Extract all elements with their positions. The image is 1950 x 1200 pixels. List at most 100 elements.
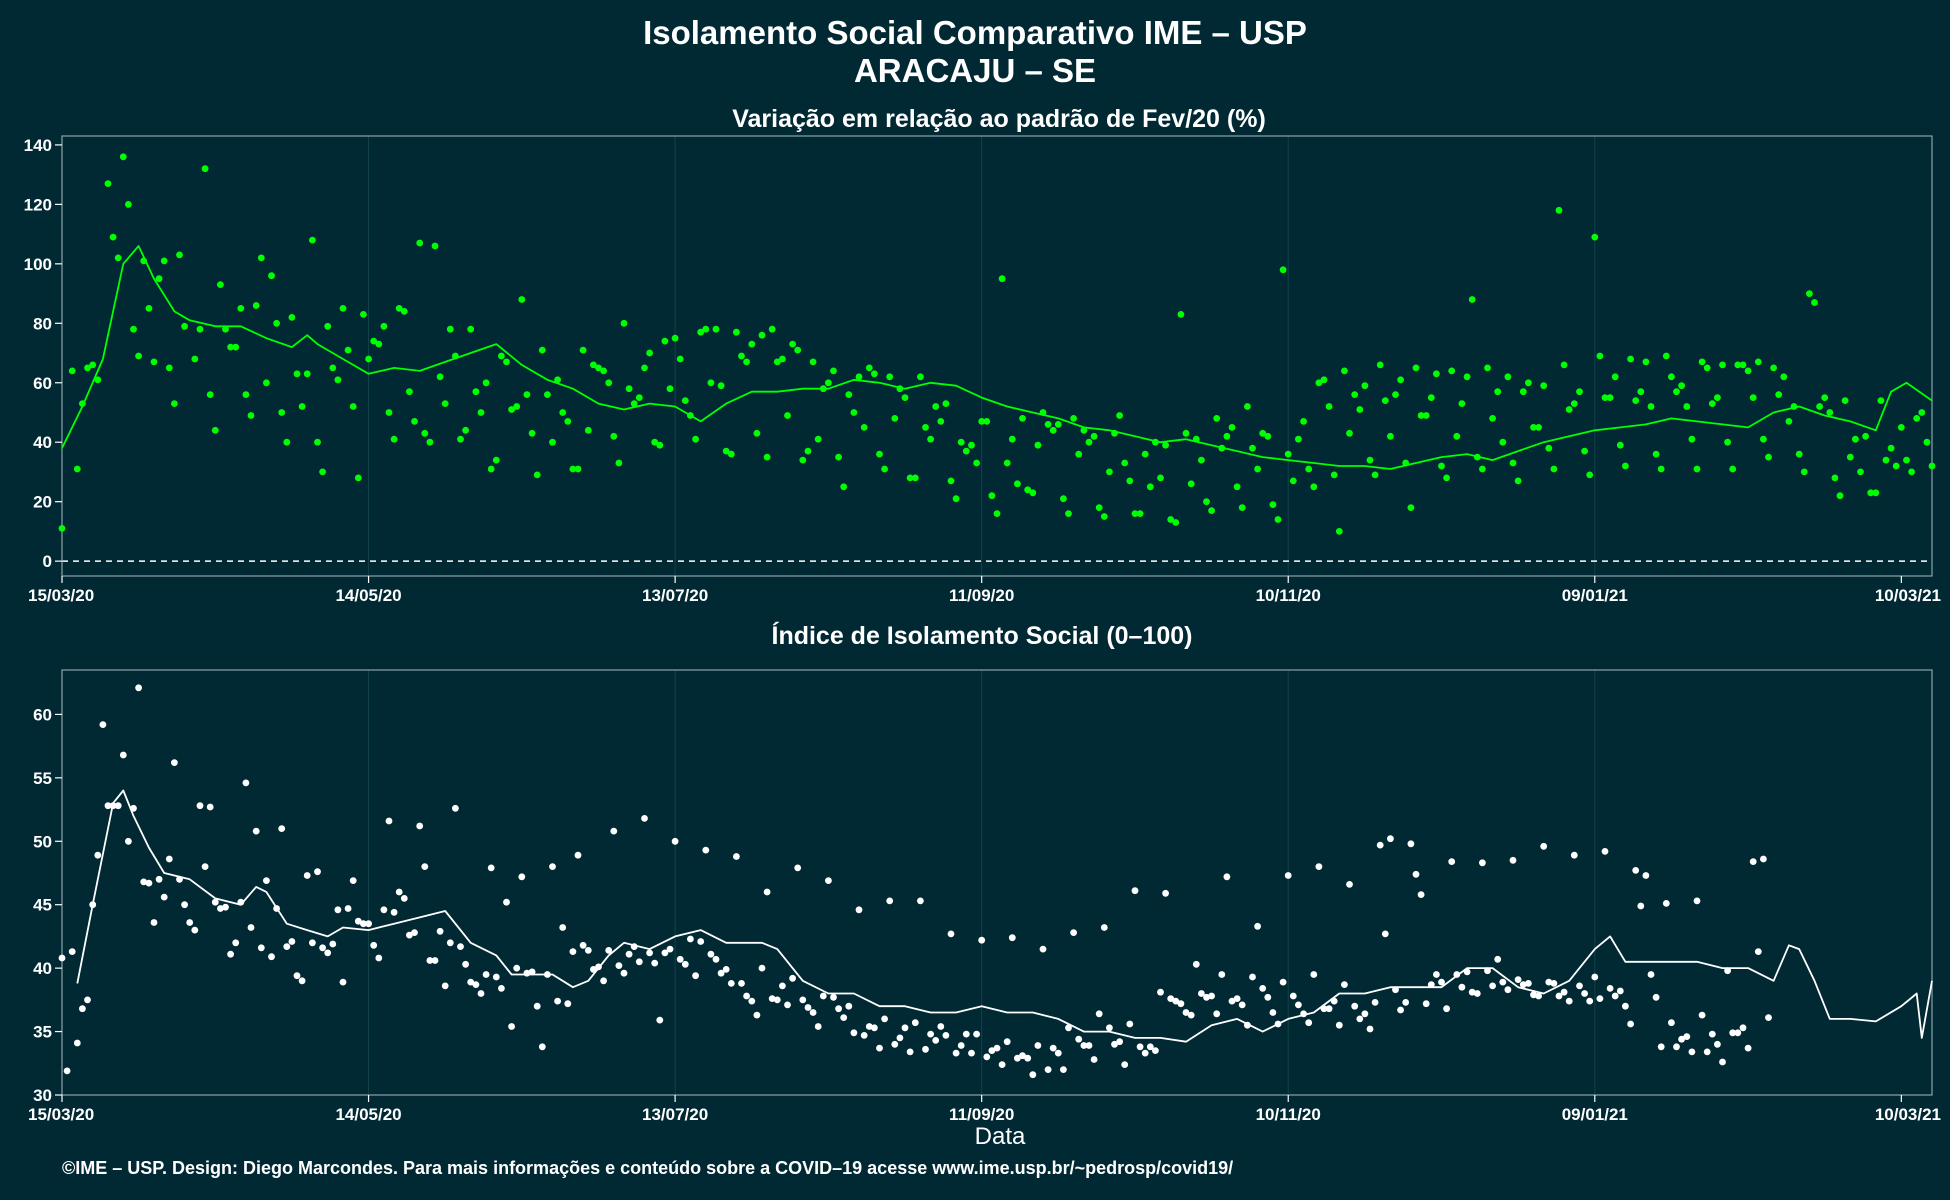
index-data-point xyxy=(1647,971,1655,978)
variation-data-point xyxy=(1433,370,1440,378)
variation-data-point xyxy=(165,364,173,372)
variation-data-point xyxy=(1867,489,1875,497)
variation-data-point xyxy=(472,388,480,396)
variation-data-point xyxy=(1514,477,1522,485)
index-data-point xyxy=(825,877,832,884)
index-data-point xyxy=(860,1032,868,1039)
index-data-point xyxy=(89,901,97,909)
index-data-point xyxy=(1218,971,1226,978)
variation-data-point xyxy=(1494,388,1502,396)
variation-data-point xyxy=(441,400,449,407)
variation-data-point xyxy=(1698,358,1706,366)
index-data-point xyxy=(1668,1019,1675,1027)
index-data-point xyxy=(1187,1011,1195,1019)
index-data-point xyxy=(191,926,199,934)
index-data-point xyxy=(809,1009,817,1016)
variation-data-point xyxy=(1054,421,1062,428)
variation-data-point xyxy=(1387,432,1394,440)
y-tick-label: 100 xyxy=(24,255,52,274)
index-data-point xyxy=(1320,1005,1328,1013)
index-data-point xyxy=(1182,1009,1190,1016)
index-data-point xyxy=(896,1034,904,1042)
index-data-point xyxy=(395,888,403,896)
index-data-point xyxy=(1371,999,1379,1006)
variation-data-point xyxy=(140,257,148,265)
variation-data-point xyxy=(1601,394,1609,401)
index-data-point xyxy=(1427,981,1435,988)
variation-data-point xyxy=(947,477,955,485)
index-data-point xyxy=(498,985,505,992)
variation-data-point xyxy=(155,275,163,283)
index-data-point xyxy=(1606,985,1614,992)
index-data-point xyxy=(768,995,776,1002)
index-data-point xyxy=(1448,858,1456,865)
index-data-point xyxy=(579,941,587,949)
index-data-point xyxy=(590,966,597,973)
index-data-point xyxy=(211,898,219,906)
index-data-point xyxy=(462,960,469,968)
variation-data-point xyxy=(968,441,975,449)
index-data-point xyxy=(140,878,148,886)
variation-data-point xyxy=(544,391,551,398)
index-data-point xyxy=(349,877,357,884)
variation-data-point xyxy=(1305,465,1313,473)
variation-data-point xyxy=(1484,364,1491,372)
index-data-point xyxy=(1392,986,1399,994)
index-data-point xyxy=(431,957,439,964)
variation-data-point xyxy=(973,459,980,467)
variation-data-point xyxy=(809,358,817,366)
variation-data-point xyxy=(1800,468,1808,476)
variation-data-point xyxy=(1187,480,1195,488)
index-data-point xyxy=(743,992,750,1000)
variation-data-point xyxy=(1397,376,1404,384)
variation-data-point xyxy=(1688,435,1696,443)
variation-data-point xyxy=(952,495,960,503)
variation-data-point xyxy=(1269,501,1277,508)
variation-data-point xyxy=(1749,394,1757,401)
index-data-point xyxy=(1637,902,1645,910)
index-data-point xyxy=(1346,881,1353,888)
index-data-point xyxy=(988,1047,996,1054)
variation-data-point xyxy=(712,325,720,333)
variation-data-point xyxy=(610,432,618,440)
variation-data-point xyxy=(1872,489,1880,497)
variation-data-point xyxy=(681,397,689,404)
index-data-point xyxy=(1157,988,1164,996)
index-data-point xyxy=(574,851,582,859)
index-data-point xyxy=(1177,1000,1185,1008)
index-data-point xyxy=(600,977,607,985)
index-data-point xyxy=(671,837,679,845)
variation-data-point xyxy=(886,373,894,381)
variation-data-point xyxy=(1673,388,1680,396)
index-data-point xyxy=(1249,973,1256,981)
variation-data-point xyxy=(1775,391,1783,398)
y-tick-label: 60 xyxy=(33,705,52,724)
variation-data-point xyxy=(1499,438,1507,446)
variation-data-point xyxy=(1039,409,1047,416)
footer-credit: ©IME – USP. Design: Diego Marcondes. Par… xyxy=(62,1158,1234,1178)
variation-data-point xyxy=(1550,465,1558,473)
variation-data-point xyxy=(1198,456,1205,464)
index-data-point xyxy=(850,1029,858,1037)
index-data-point xyxy=(1167,995,1175,1002)
index-data-point xyxy=(876,1044,883,1052)
index-data-point xyxy=(917,897,924,905)
index-data-point xyxy=(1489,982,1496,990)
variation-data-point xyxy=(978,418,986,425)
variation-data-point xyxy=(319,468,326,476)
index-data-point xyxy=(630,943,638,950)
index-data-point xyxy=(605,947,613,954)
index-data-point xyxy=(503,898,510,906)
index-data-point xyxy=(1019,1052,1026,1060)
variation-data-point xyxy=(1075,450,1083,458)
index-data-point xyxy=(1310,971,1318,978)
variation-data-point xyxy=(1846,453,1854,461)
index-data-point xyxy=(1504,986,1512,994)
variation-data-point xyxy=(1085,438,1093,446)
variation-data-point xyxy=(477,409,485,416)
index-data-point xyxy=(109,802,117,810)
index-data-point xyxy=(1683,1033,1691,1040)
variation-data-point xyxy=(354,474,362,482)
variation-data-point xyxy=(1576,388,1583,396)
variation-data-point xyxy=(825,379,832,387)
